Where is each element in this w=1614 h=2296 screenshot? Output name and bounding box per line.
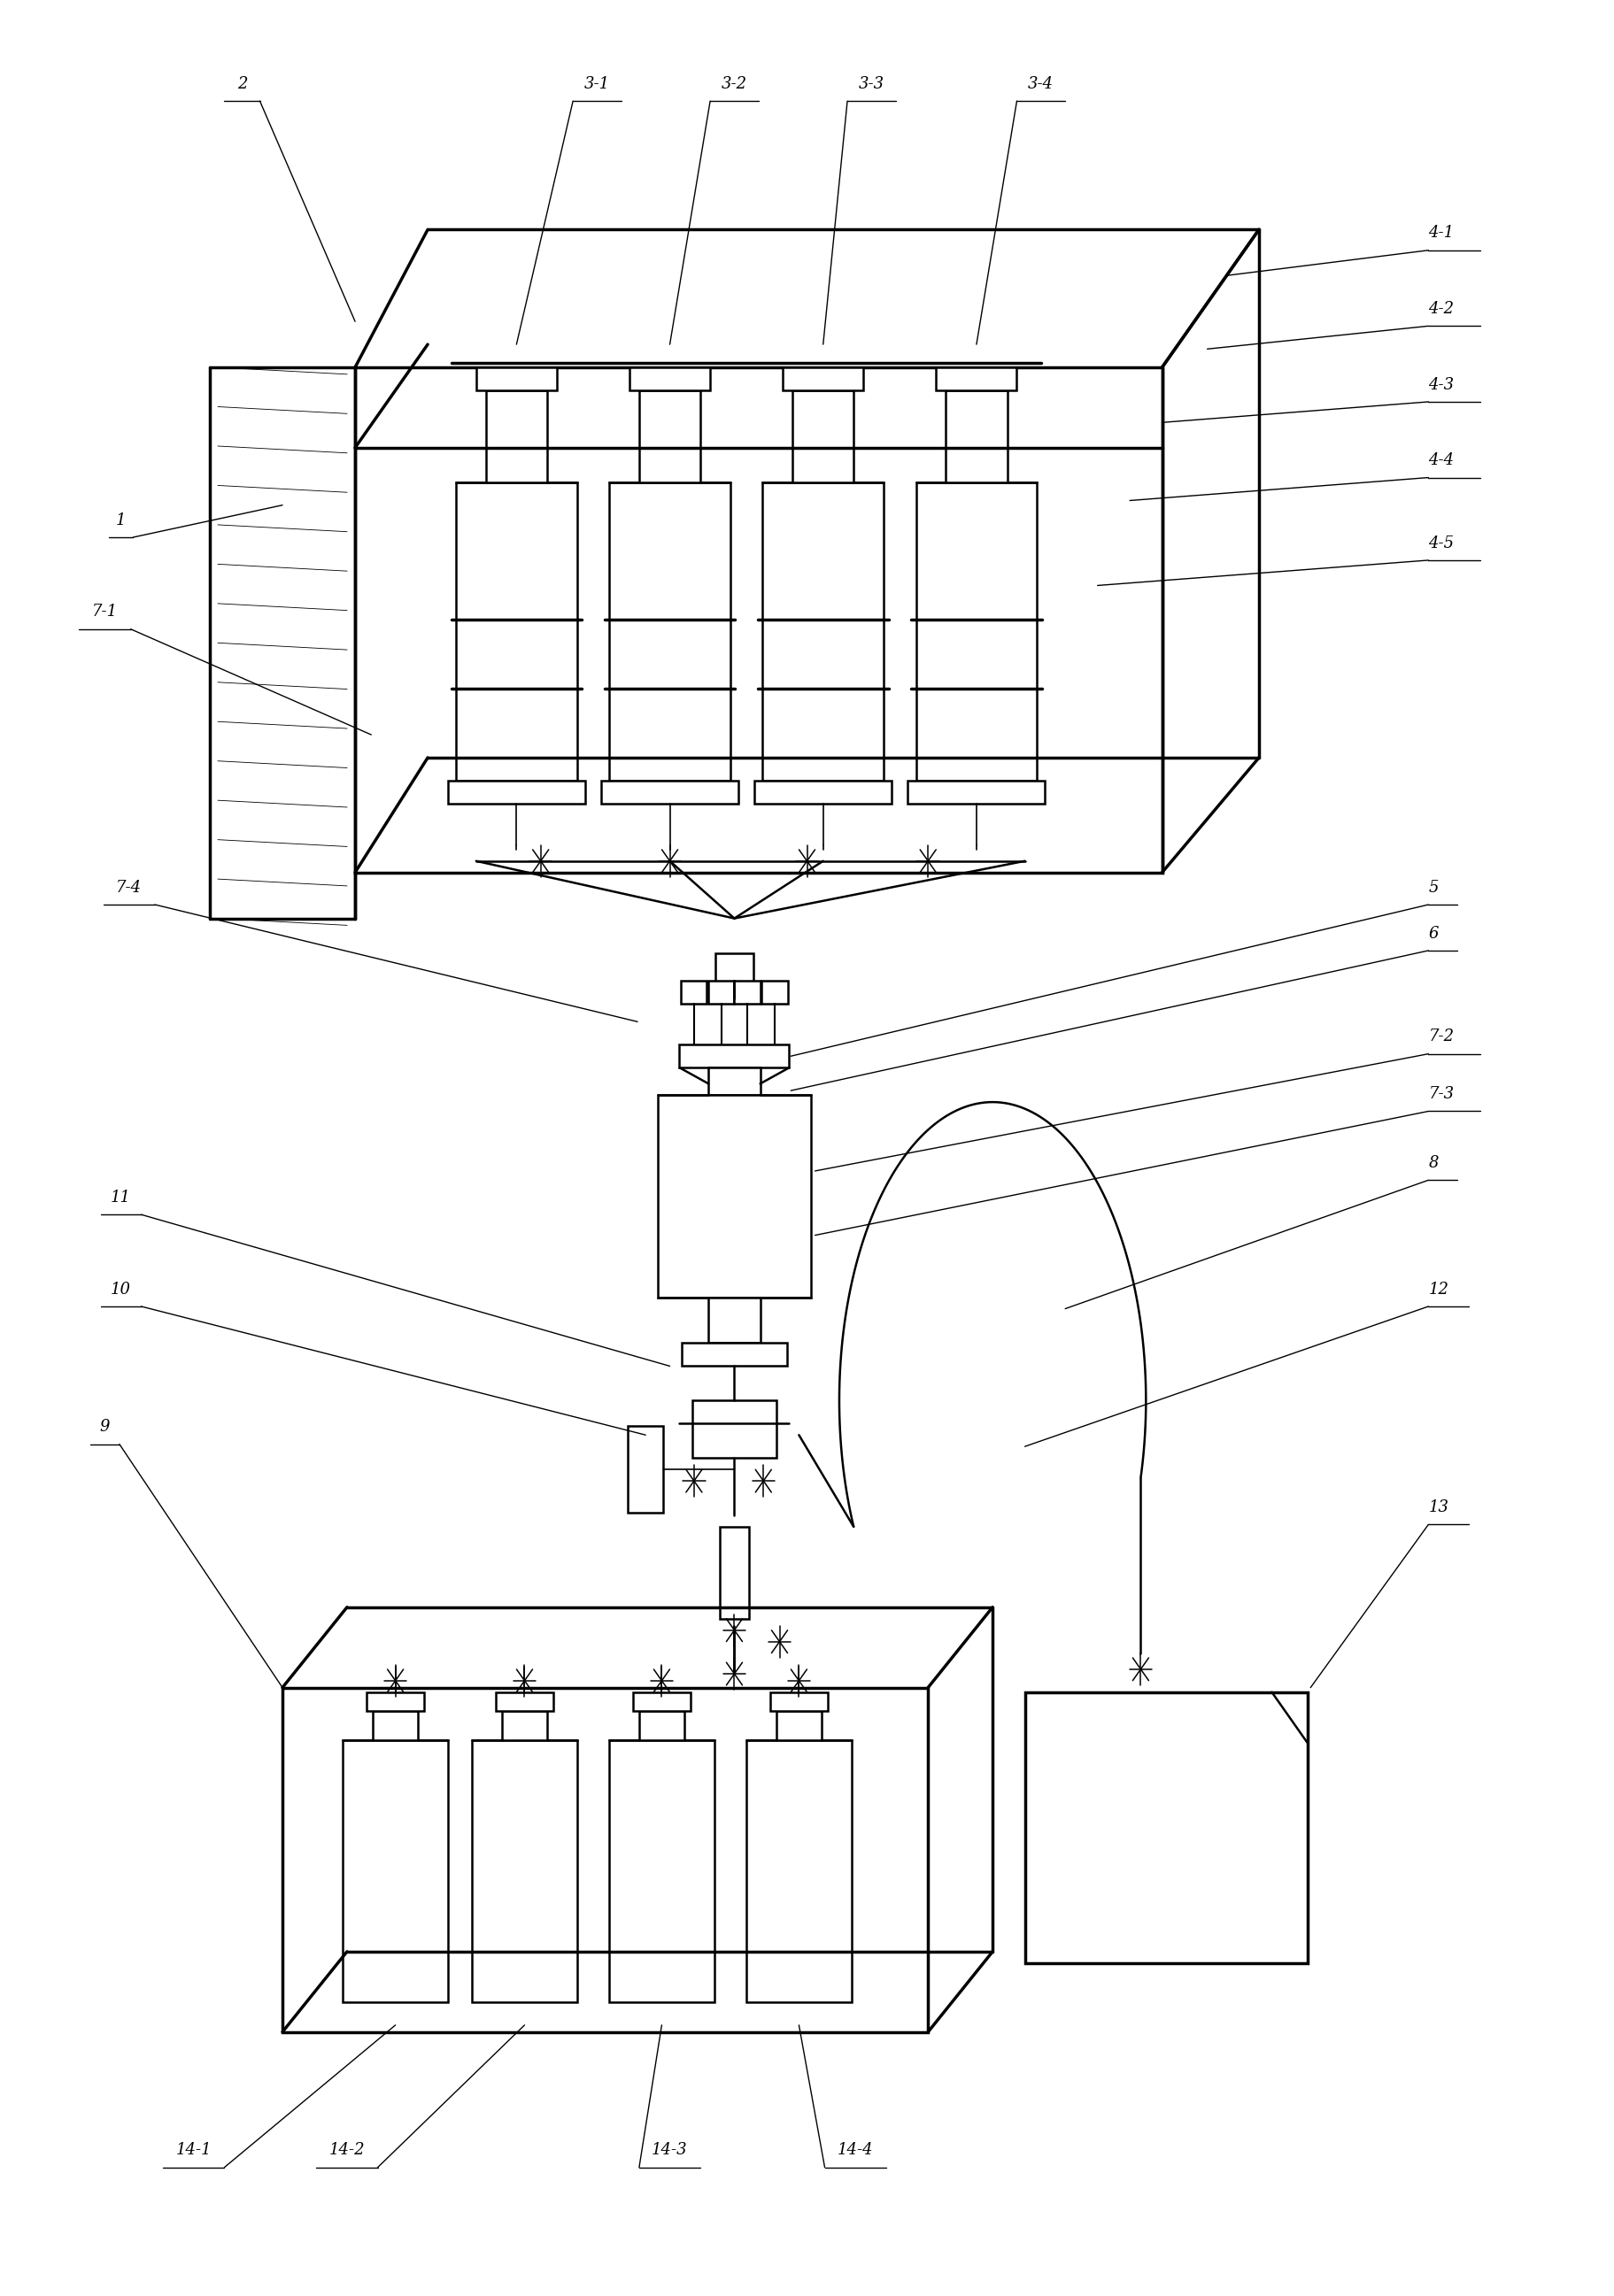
Bar [770,1692,828,1711]
Bar [709,1297,760,1343]
Bar [679,1045,789,1068]
Text: 14-4: 14-4 [838,2142,873,2158]
Bar [457,482,578,781]
Bar [659,1095,812,1297]
Bar [476,367,557,390]
Bar [681,1343,788,1366]
Bar [342,1740,447,2002]
Bar [746,1740,852,2002]
Text: 9: 9 [100,1419,110,1435]
Text: 3-2: 3-2 [721,76,747,92]
Bar [282,1688,928,2032]
Bar [366,1692,424,1711]
Text: 4-1: 4-1 [1428,225,1454,241]
Bar [783,367,863,390]
Bar [639,390,700,482]
Bar [776,1711,822,1740]
Text: 5: 5 [1428,879,1438,895]
Bar [763,482,884,781]
Bar [495,1692,554,1711]
Bar [755,781,891,804]
Bar [1025,1692,1307,1963]
Text: 3-4: 3-4 [1028,76,1054,92]
Bar [355,367,1162,872]
Bar [792,390,854,482]
Text: 4-4: 4-4 [1428,452,1454,468]
Text: 3-1: 3-1 [584,76,610,92]
Bar [720,1527,749,1619]
Bar [486,390,547,482]
Bar [762,980,788,1003]
Text: 11: 11 [111,1189,131,1205]
Bar [502,1711,547,1740]
Bar [681,980,707,1003]
Bar [715,953,754,987]
Bar [709,980,734,1003]
Text: 4-3: 4-3 [1428,377,1454,393]
Text: 14-3: 14-3 [652,2142,688,2158]
Text: 14-1: 14-1 [176,2142,211,2158]
Bar [936,367,1017,390]
Bar [471,1740,578,2002]
Text: 13: 13 [1428,1499,1449,1515]
Text: 12: 12 [1428,1281,1449,1297]
Bar [639,1711,684,1740]
Text: 7-2: 7-2 [1428,1029,1454,1045]
Bar [633,1692,691,1711]
Bar [600,781,739,804]
Bar [449,781,586,804]
Text: 10: 10 [111,1281,131,1297]
Bar [629,367,710,390]
Bar [907,781,1046,804]
Text: 1: 1 [116,512,126,528]
Text: 8: 8 [1428,1155,1438,1171]
Bar [946,390,1007,482]
Text: 4-5: 4-5 [1428,535,1454,551]
Text: 2: 2 [237,76,247,92]
Text: 7-4: 7-4 [116,879,142,895]
Text: 6: 6 [1428,925,1438,941]
Text: 4-2: 4-2 [1428,301,1454,317]
Bar [692,1401,776,1458]
Text: 14-2: 14-2 [329,2142,365,2158]
Bar [709,1068,760,1095]
Text: 7-1: 7-1 [92,604,118,620]
Text: 3-3: 3-3 [859,76,884,92]
Bar [373,1711,418,1740]
Bar [734,980,760,1003]
Bar [608,1740,713,2002]
Bar [628,1426,663,1513]
Text: 7-3: 7-3 [1428,1086,1454,1102]
Bar [610,482,730,781]
Bar [917,482,1036,781]
